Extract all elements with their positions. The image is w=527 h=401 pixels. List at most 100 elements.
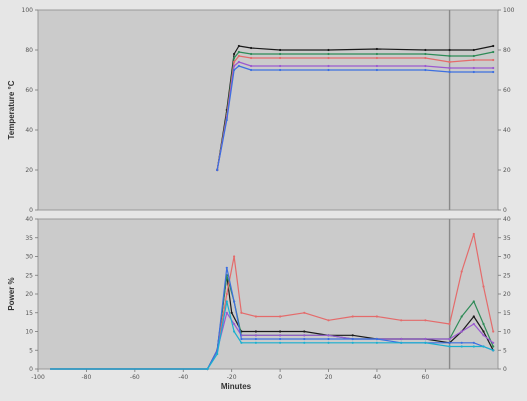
data-point — [216, 352, 219, 356]
data-point — [375, 52, 378, 56]
data-point — [216, 168, 219, 172]
data-point — [492, 330, 495, 333]
x-tick-label: -100 — [31, 374, 45, 381]
right-tick-label: 25 — [503, 272, 511, 279]
left-tick-label: 0 — [29, 366, 33, 373]
data-point — [448, 345, 451, 348]
data-point — [351, 341, 354, 344]
data-point — [279, 52, 282, 56]
data-point — [233, 60, 236, 64]
data-point — [482, 334, 485, 337]
data-point — [237, 44, 240, 48]
data-point — [351, 315, 354, 318]
right-tick-label: 5 — [503, 347, 507, 354]
data-point — [237, 60, 240, 64]
data-point — [327, 341, 330, 344]
left-tick-label: 15 — [25, 310, 33, 317]
right-tick-label: 20 — [503, 167, 511, 174]
data-point — [472, 58, 475, 62]
left-tick-label: 60 — [25, 87, 33, 94]
data-point — [472, 300, 475, 303]
data-point — [225, 266, 228, 269]
data-point — [375, 68, 378, 72]
left-tick-label: 5 — [29, 347, 33, 354]
left-tick-label: 35 — [25, 235, 33, 242]
data-point — [472, 70, 475, 74]
data-point — [472, 315, 475, 318]
data-point — [492, 50, 495, 54]
data-point — [424, 319, 427, 322]
data-point — [233, 322, 236, 326]
right-tick-label: 40 — [503, 216, 511, 223]
data-point — [327, 56, 330, 60]
temperature-left-tick-labels: 0 20 40 60 80 100 — [22, 7, 38, 214]
data-point — [460, 330, 463, 333]
data-point — [472, 322, 475, 326]
power-left-tick-labels: 0 5 10 15 20 25 30 35 40 — [25, 216, 38, 373]
data-point — [492, 66, 495, 70]
data-point — [225, 292, 228, 296]
right-tick-label: 10 — [503, 329, 511, 336]
temperature-right-tick-labels: 0 20 40 60 80 100 — [498, 7, 515, 214]
data-point — [492, 58, 495, 62]
x-tick-label: 60 — [422, 374, 430, 381]
data-point — [482, 345, 485, 348]
data-point — [279, 315, 282, 318]
left-tick-label: 30 — [25, 254, 33, 261]
x-tick-label: 40 — [373, 374, 381, 381]
left-tick-label: 40 — [25, 216, 33, 223]
data-point — [482, 285, 485, 288]
data-point — [254, 334, 257, 337]
data-point — [250, 64, 253, 68]
left-tick-label: 25 — [25, 272, 33, 279]
data-point — [375, 341, 378, 344]
data-point — [327, 64, 330, 68]
data-point — [424, 56, 427, 60]
left-tick-label: 80 — [25, 47, 33, 54]
data-point — [460, 341, 463, 344]
x-tick-label: -40 — [178, 374, 188, 381]
data-point — [375, 315, 378, 318]
data-point — [327, 52, 330, 56]
data-point — [233, 52, 236, 56]
data-point — [375, 56, 378, 60]
data-point — [279, 64, 282, 68]
data-point — [279, 337, 282, 341]
data-point — [279, 341, 282, 344]
data-point — [254, 315, 257, 318]
data-point — [472, 66, 475, 70]
data-point — [472, 341, 475, 344]
power-right-tick-labels: 0 5 10 15 20 25 30 35 40 — [498, 216, 511, 373]
right-tick-label: 20 — [503, 291, 511, 298]
data-point — [482, 322, 485, 326]
right-tick-label: 35 — [503, 235, 511, 242]
x-tick-label: 20 — [325, 374, 333, 381]
data-point — [327, 68, 330, 72]
data-point — [460, 270, 463, 273]
data-point — [233, 64, 236, 68]
x-tick-label: -80 — [82, 374, 92, 381]
data-point — [250, 56, 253, 60]
data-point — [424, 68, 427, 72]
data-point — [472, 54, 475, 58]
data-point — [400, 337, 403, 341]
data-point — [375, 64, 378, 68]
data-point — [254, 341, 257, 344]
data-point — [448, 322, 451, 326]
data-point — [250, 46, 253, 50]
data-point — [225, 300, 228, 303]
left-tick-label: 100 — [22, 7, 34, 14]
data-point — [424, 52, 427, 56]
data-point — [448, 48, 451, 52]
right-tick-label: 40 — [503, 127, 511, 134]
data-point — [240, 311, 243, 314]
data-point — [237, 54, 240, 58]
data-point — [303, 337, 306, 341]
data-point — [327, 334, 330, 337]
data-point — [225, 118, 228, 122]
data-point — [448, 66, 451, 70]
data-point — [303, 334, 306, 337]
data-point — [492, 44, 495, 48]
data-point — [448, 60, 451, 64]
